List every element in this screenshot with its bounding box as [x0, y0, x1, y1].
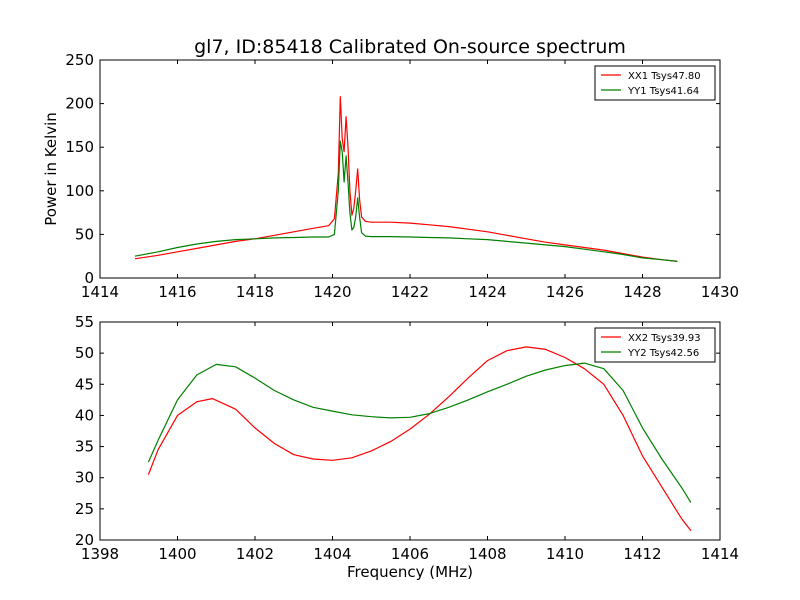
legend-box	[594, 327, 716, 363]
y-tick-label: 30	[75, 469, 94, 487]
y-axis-label: Power in Kelvin	[42, 112, 60, 226]
y-tick-label: 150	[65, 138, 94, 156]
x-tick-label: 1402	[236, 545, 274, 563]
x-tick-label: 1410	[546, 545, 584, 563]
x-tick-label: 1400	[158, 545, 196, 563]
legend-box	[594, 65, 716, 101]
x-tick-label: 1398	[81, 545, 119, 563]
x-tick-label: 1430	[701, 283, 739, 301]
x-tick-label: 1422	[391, 283, 429, 301]
x-tick-label: 1426	[546, 283, 584, 301]
x-tick-label: 1414	[701, 545, 739, 563]
y-tick-label: 0	[84, 269, 94, 287]
x-tick-label: 1404	[313, 545, 351, 563]
series-line-xx	[134, 95, 678, 262]
series-line-xx	[147, 346, 692, 532]
y-tick-label: 250	[65, 51, 94, 69]
y-tick-label: 200	[65, 95, 94, 113]
x-axis-label: Frequency (MHz)	[347, 563, 473, 581]
series-line-yy	[134, 140, 678, 262]
y-tick-label: 25	[75, 500, 94, 518]
legend: XX1 Tsys47.80 YY1 Tsys41.64	[594, 65, 716, 101]
legend: XX2 Tsys39.93 YY2 Tsys42.56	[594, 327, 716, 363]
bottom-panel: 1398 1400 1402 1404 1406 1408 1410 1412 1414 20 25…	[75, 313, 739, 581]
y-tick-label: 45	[75, 375, 94, 393]
y-tick-label: 20	[75, 531, 94, 549]
x-tick-label: 1406	[391, 545, 429, 563]
x-tick-label: 1428	[623, 283, 661, 301]
legend-label: YY1 Tsys41.64	[627, 86, 699, 97]
x-tick-label: 1424	[468, 283, 506, 301]
x-tick-label: 1418	[236, 283, 274, 301]
y-tick-label: 40	[75, 406, 94, 424]
y-tick-label: 50	[75, 225, 94, 243]
x-tick-label: 1414	[81, 283, 119, 301]
legend-label: XX1 Tsys47.80	[628, 71, 701, 82]
x-tick-label: 1416	[158, 283, 196, 301]
y-tick-label: 50	[75, 344, 94, 362]
y-tick-label: 55	[75, 313, 94, 331]
top-panel: 1414 1416 1418 1420 1422 1424 1426 1428 1430 0 50 1…	[42, 51, 739, 301]
y-tick-label: 100	[65, 182, 94, 200]
figure-title: gl7, ID:85418 Calibrated On-source spect…	[194, 36, 626, 58]
x-tick-label: 1408	[468, 545, 506, 563]
x-tick-label: 1420	[313, 283, 351, 301]
x-tick-label: 1412	[623, 545, 661, 563]
series-line-yy	[147, 362, 692, 503]
legend-label: YY2 Tsys42.56	[627, 348, 699, 359]
y-tick-label: 35	[75, 438, 94, 456]
legend-label: XX2 Tsys39.93	[628, 333, 701, 344]
